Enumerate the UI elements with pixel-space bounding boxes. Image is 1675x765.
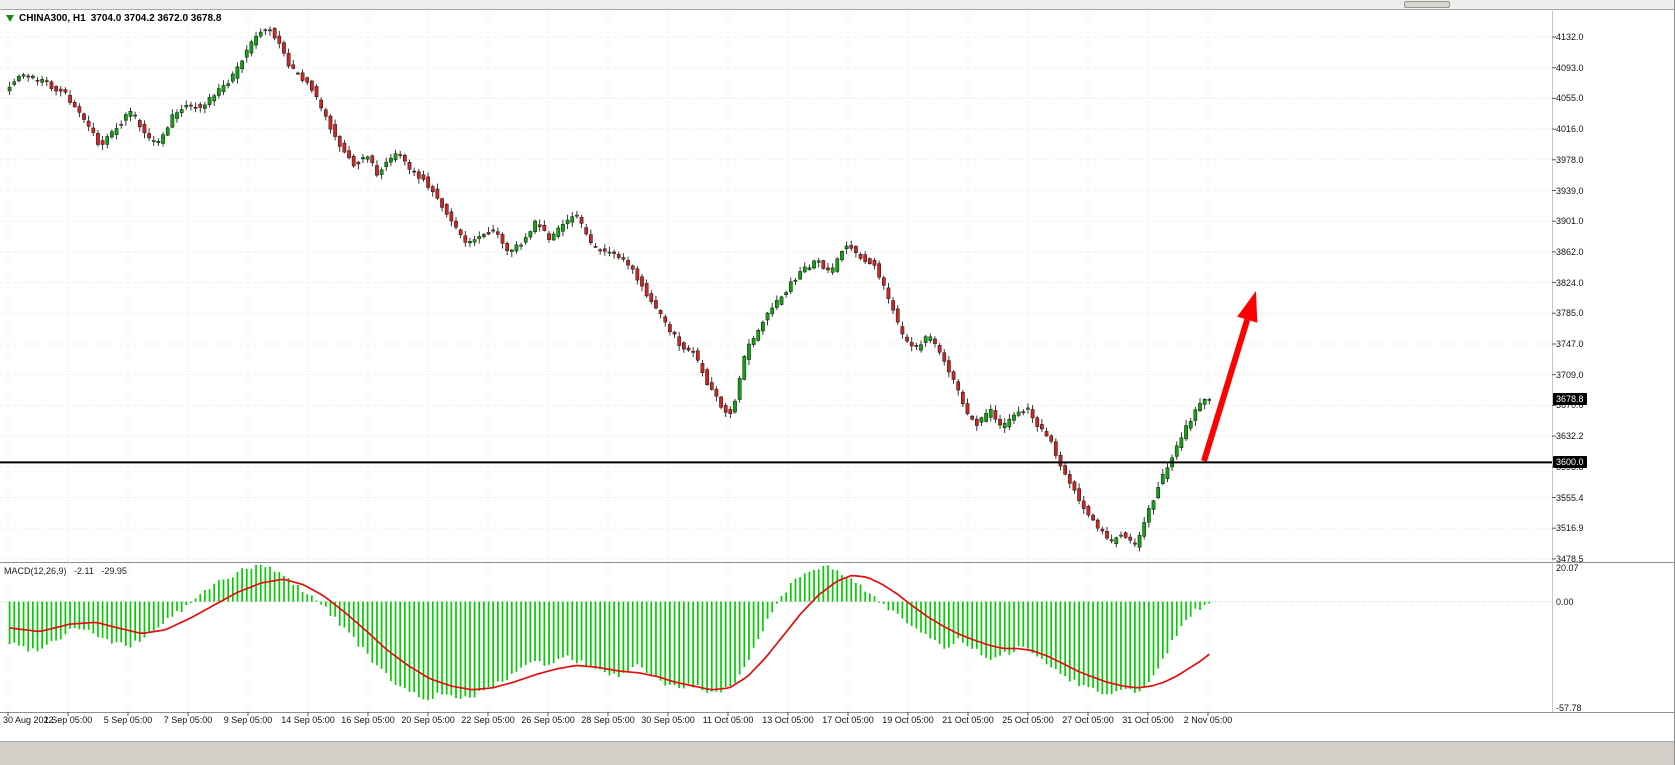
ohlc-values: 3704.0 3704.2 3672.0 3678.8 xyxy=(90,13,222,24)
price-axis-label: 3939.0 xyxy=(1556,185,1584,196)
price-axis-label: 3862.0 xyxy=(1556,246,1584,257)
price-axis-label: 4132.0 xyxy=(1556,32,1584,42)
macd-value-signal: -29.95 xyxy=(101,566,127,576)
time-axis-label: 22 Sep 05:00 xyxy=(461,715,515,725)
top-scrollbar-thumb[interactable] xyxy=(1404,1,1450,8)
time-axis-label: 25 Oct 05:00 xyxy=(1002,715,1054,725)
price-axis-label: 3747.0 xyxy=(1556,339,1584,349)
time-axis-label: 13 Oct 05:00 xyxy=(762,715,814,725)
grid xyxy=(0,11,1552,711)
macd-axis-label: 20.07 xyxy=(1556,563,1579,573)
trend-arrow[interactable] xyxy=(1201,291,1258,462)
price-axis-label: 3632.2 xyxy=(1556,431,1584,442)
price-axis-label: 3709.0 xyxy=(1556,369,1584,380)
price-axis-label: 3785.0 xyxy=(1556,308,1584,319)
time-axis-label: 26 Sep 05:00 xyxy=(521,715,575,725)
top-scrollbar-track[interactable] xyxy=(0,0,1674,10)
time-axis-label: 31 Oct 05:00 xyxy=(1122,715,1174,725)
time-axis-label: 5 Sep 05:00 xyxy=(103,715,153,725)
price-axis-label: 3824.0 xyxy=(1556,277,1584,288)
time-axis-label: 7 Sep 05:00 xyxy=(163,715,213,725)
macd-label: MACD(12,26,9) xyxy=(4,566,67,576)
macd-axis-label: 0.00 xyxy=(1556,596,1574,607)
price-axis-label: 3516.9 xyxy=(1556,523,1584,534)
time-axis-label: 20 Sep 05:00 xyxy=(401,715,455,725)
time-axis-label: 30 Sep 05:00 xyxy=(641,715,695,725)
time-axis-label: 28 Sep 05:00 xyxy=(581,715,635,725)
time-axis-label: 9 Sep 05:00 xyxy=(223,715,273,725)
time-axis-label: 16 Sep 05:00 xyxy=(341,715,395,725)
time-axis-label: 11 Oct 05:00 xyxy=(702,715,754,725)
price-axis-label: 4016.0 xyxy=(1556,124,1584,135)
window-footer xyxy=(0,741,1674,765)
price-axis-label: 3978.0 xyxy=(1556,154,1584,165)
macd-indicator xyxy=(8,564,1211,701)
time-axis-label: 21 Oct 05:00 xyxy=(942,715,994,725)
price-axis-label: 4055.0 xyxy=(1556,93,1584,104)
current-price-badge: 3678.8 xyxy=(1553,393,1587,406)
price-axis-label: 4093.0 xyxy=(1556,62,1584,73)
time-axis-label: 17 Oct 05:00 xyxy=(822,715,874,725)
price-axis-label: 3901.0 xyxy=(1556,216,1584,227)
price-axis-label: 3670.6 xyxy=(1556,400,1584,411)
macd-axis-label: -57.78 xyxy=(1556,703,1582,713)
candles xyxy=(7,26,1212,552)
macd-value-main: -2.11 xyxy=(74,566,94,576)
price-axis-label: 3478.5 xyxy=(1556,553,1584,564)
hline-price-badge: 3600.0 xyxy=(1553,456,1587,469)
macd-header: MACD(12,26,9) -2.11 -29.95 xyxy=(4,566,132,576)
time-axis-label: 30 Aug 2022 xyxy=(3,715,54,725)
time-axis-label: 14 Sep 05:00 xyxy=(281,715,335,725)
time-axis-label: 1 Sep 05:00 xyxy=(43,715,93,725)
symbol-header: CHINA300, H1 3704.0 3704.2 3672.0 3678.8 xyxy=(6,13,221,24)
symbol-icon xyxy=(6,15,14,22)
symbol-title: CHINA300, H1 xyxy=(19,13,86,24)
price-axis-label: 3555.4 xyxy=(1556,492,1584,503)
time-axis-label: 27 Oct 05:00 xyxy=(1062,715,1114,725)
pane-separators xyxy=(0,11,1674,716)
time-axis-label: 2 Nov 05:00 xyxy=(1183,715,1233,725)
time-axis-label: 19 Oct 05:00 xyxy=(882,715,934,725)
